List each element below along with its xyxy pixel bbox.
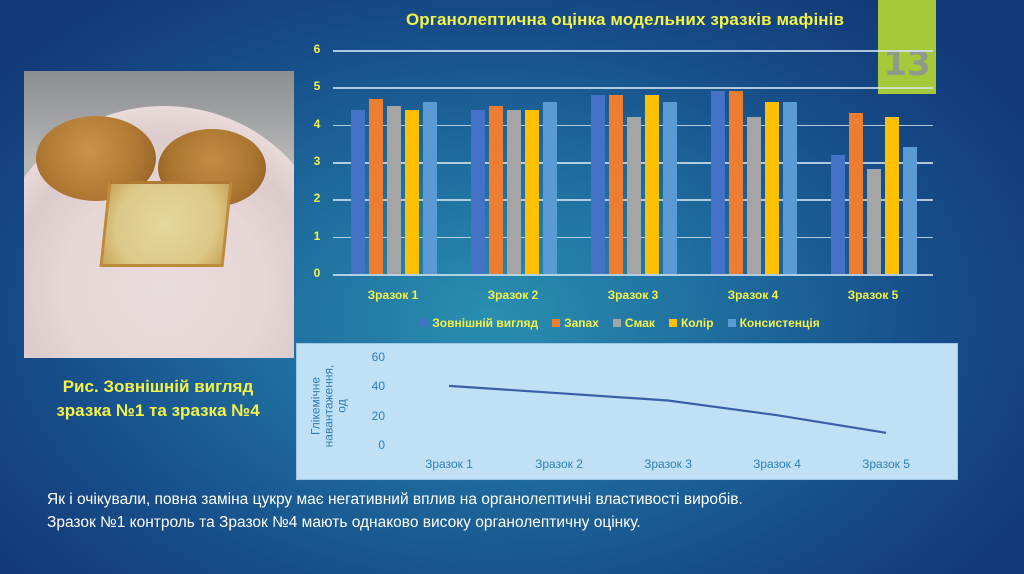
bar <box>386 106 402 274</box>
legend-item: Смак <box>612 316 655 330</box>
y-tick-label: 2 <box>313 191 321 206</box>
bar <box>782 102 798 274</box>
bar <box>710 91 726 274</box>
legend-swatch-icon <box>612 319 621 327</box>
legend-swatch-icon <box>552 319 561 327</box>
legend-item: Зовнішній вигляд <box>420 316 538 330</box>
caption-line-1: Рис. Зовнішній вигляд <box>62 377 254 396</box>
chart-legend: Зовнішній вигляд Запах Смак Колір Консистенц… <box>300 316 940 330</box>
legend-item: Запах <box>552 316 599 330</box>
legend-item: Колір <box>668 316 714 330</box>
y-tick-label: 4 <box>313 116 321 131</box>
bar <box>662 102 678 274</box>
conclusion-text: Як і очікували, повна заміна цукру має н… <box>47 491 743 531</box>
y-tick-label: 1 <box>313 228 321 243</box>
bar <box>902 147 918 274</box>
bar <box>470 109 486 274</box>
gridline <box>333 50 933 52</box>
bar <box>542 102 558 274</box>
legend-label: Зовнішній вигляд <box>432 316 539 330</box>
line-chart-y-tick: 60 <box>371 350 385 364</box>
bar-group <box>300 50 940 274</box>
gridline <box>333 274 933 276</box>
line-chart-y-tick: 0 <box>378 438 385 452</box>
legend-label: Колір <box>680 316 714 330</box>
x-axis-label: Зразок 3 <box>607 288 659 302</box>
bar <box>524 109 540 274</box>
bar <box>866 169 882 274</box>
x-axis-label: Зразок 2 <box>487 288 539 302</box>
muffin-slice <box>99 181 233 267</box>
bar <box>590 94 606 274</box>
line-chart-x-label: Зразок 3 <box>644 457 692 471</box>
muffins-photo <box>24 71 294 358</box>
bar <box>746 117 762 274</box>
bar <box>506 109 522 274</box>
y-tick-label: 0 <box>313 266 321 280</box>
bar <box>404 109 420 274</box>
x-axis-label: Зразок 5 <box>847 288 899 302</box>
bar <box>884 117 900 274</box>
line-chart-y-tick: 20 <box>371 408 385 423</box>
bar <box>848 113 864 274</box>
bar <box>368 98 384 274</box>
legend-label: Запах <box>564 316 599 330</box>
line-chart-x-label: Зразок 4 <box>753 457 801 471</box>
legend-item: Консистенція <box>727 316 820 330</box>
bar-group <box>300 50 940 274</box>
chart-title: Органолептична оцінка модельних зразків … <box>405 10 845 29</box>
bar <box>830 154 846 274</box>
y-tick-label: 3 <box>313 154 321 168</box>
bar <box>644 94 660 274</box>
x-axis-label: Зразок 1 <box>367 288 419 302</box>
organoleptic-bar-chart: 0 1 2 3 4 5 6 Зразок 1 Зразок 2 Зразок 3 Зразок 4 З… <box>300 40 940 340</box>
line-series <box>448 384 887 434</box>
line-chart-y-tick: 40 <box>371 379 385 394</box>
bar <box>422 102 438 274</box>
legend-swatch-icon <box>420 319 429 327</box>
y-tick-label: 5 <box>313 79 321 94</box>
bar <box>608 94 624 274</box>
legend-swatch-icon <box>668 319 677 327</box>
line-chart-x-label: Зразок 5 <box>862 457 910 471</box>
legend-swatch-icon <box>727 319 736 327</box>
x-axis-label: Зразок 4 <box>727 288 779 302</box>
bar <box>728 91 744 274</box>
bar <box>350 109 366 274</box>
bar-group <box>300 50 940 274</box>
bar <box>488 106 504 274</box>
bar-group <box>300 50 940 274</box>
photo-caption: Рис. Зовнішній вигляд зразка №1 та зразк… <box>20 375 296 423</box>
legend-label: Смак <box>624 316 655 330</box>
line-chart-x-label: Зразок 2 <box>535 457 583 471</box>
y-tick-label: 6 <box>313 42 321 56</box>
gridline <box>333 87 933 89</box>
legend-label: Консистенція <box>739 316 820 330</box>
bar <box>764 102 780 274</box>
bar <box>626 117 642 274</box>
caption-line-2: зразка №1 та зразка №4 <box>56 401 260 420</box>
line-chart-x-label: Зразок 1 <box>425 457 473 471</box>
bar-group <box>300 50 940 274</box>
glycemic-load-line-chart: Глікемічне навантаження, од 0 20 40 60 Зразо… <box>296 343 958 480</box>
